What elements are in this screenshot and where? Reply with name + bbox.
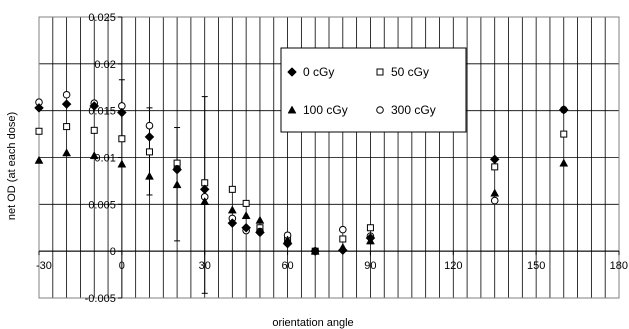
data-point (172, 164, 182, 175)
series-0-cgy (34, 99, 569, 257)
data-point (560, 130, 568, 138)
legend-label: 0 cGy (303, 65, 334, 79)
axes (38, 16, 620, 299)
data-point (337, 245, 348, 256)
data-point (255, 227, 265, 238)
data-point (34, 103, 44, 113)
data-point (199, 184, 210, 195)
y-tick-label: 0.025 (88, 12, 116, 24)
legend-marker (376, 106, 384, 114)
data-point (242, 199, 250, 207)
x-tick-label: 150 (527, 260, 545, 272)
legend-marker (287, 67, 297, 77)
data-point (34, 155, 44, 164)
y-tick-label: 0 (110, 246, 116, 258)
data-point (282, 238, 293, 249)
x-tick-label: 0 (119, 260, 125, 272)
legend: 0 cGy 50 cGy 100 cGy 300 cGy (280, 47, 467, 133)
x-tick-label: -30 (36, 260, 52, 272)
legend-entries: 0 cGy 50 cGy 100 cGy 300 cGy (287, 65, 436, 117)
data-point (89, 101, 100, 111)
data-point (241, 222, 251, 233)
data-point (558, 104, 569, 115)
legend-marker (376, 68, 384, 76)
data-point (145, 121, 154, 130)
data-point (491, 163, 499, 171)
data-point (145, 171, 154, 180)
legend-box (280, 47, 467, 133)
legend-marker (287, 105, 297, 114)
data-point (559, 158, 569, 167)
data-point (62, 90, 71, 99)
data-point (365, 233, 376, 243)
y-tick-label: -0.005 (85, 293, 116, 305)
data-point (490, 188, 500, 197)
series-300-cgy (35, 90, 568, 255)
data-point (489, 154, 500, 165)
x-tick-label: 180 (610, 260, 628, 272)
data-point (227, 218, 238, 228)
data-point (366, 224, 374, 232)
x-tick-labels: -30 0 30 60 90 120 150 180 (36, 260, 628, 272)
data-point (241, 211, 251, 220)
data-point (90, 126, 98, 134)
y-tick-label: 0.02 (94, 59, 115, 71)
data-point (310, 246, 321, 257)
data-point (228, 185, 236, 193)
data-point (490, 196, 499, 205)
data-point (144, 132, 155, 142)
y-tick-label: 0.005 (88, 199, 116, 211)
legend-label: 50 cGy (391, 65, 429, 79)
x-tick-label: 90 (364, 260, 376, 272)
data-point (117, 159, 127, 168)
data-points (34, 90, 569, 257)
data-point (227, 205, 237, 214)
data-point (145, 148, 153, 156)
data-point (117, 107, 127, 118)
data-point (172, 180, 182, 189)
x-axis-title: orientation angle (272, 317, 353, 329)
data-point (339, 235, 347, 243)
legend-label: 100 cGy (303, 103, 348, 117)
x-tick-label: 120 (444, 260, 462, 272)
data-point (61, 99, 72, 109)
legend-label: 300 cGy (391, 103, 436, 117)
data-point (200, 197, 210, 205)
data-point (62, 148, 72, 157)
data-point (35, 127, 43, 135)
y-axis-title: net OD (at each dose) (6, 112, 18, 220)
data-point (339, 225, 347, 234)
x-tick-label: 60 (281, 260, 293, 272)
data-point (255, 215, 265, 224)
data-point (63, 123, 71, 131)
data-point (89, 151, 99, 160)
y-tick-label: 0.01 (94, 153, 115, 165)
data-point (118, 135, 126, 143)
